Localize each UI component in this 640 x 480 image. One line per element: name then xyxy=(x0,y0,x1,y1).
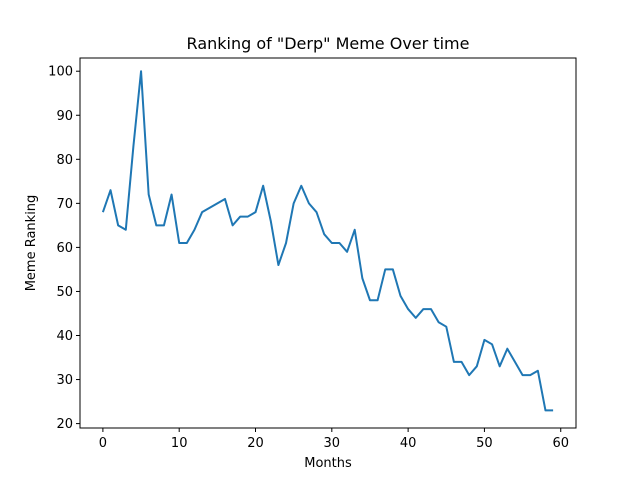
x-tick-label: 30 xyxy=(324,436,341,451)
y-tick-label: 30 xyxy=(56,373,73,388)
x-tick-label: 10 xyxy=(171,436,188,451)
y-tick-label: 50 xyxy=(56,285,73,300)
y-tick-label: 60 xyxy=(56,241,73,256)
plot-layer xyxy=(101,70,554,412)
x-axis-ticks: 0 10 20 30 40 50 60 xyxy=(99,428,569,451)
x-tick-label: 50 xyxy=(476,436,493,451)
x-tick-label: 60 xyxy=(552,436,569,451)
y-axis-label: Meme Ranking xyxy=(24,195,39,292)
series-line-0 xyxy=(101,70,554,412)
x-tick-label: 20 xyxy=(247,436,264,451)
y-tick-label: 90 xyxy=(56,109,73,124)
y-tick-label: 100 xyxy=(48,65,73,80)
y-tick-label: 80 xyxy=(56,153,73,168)
x-tick-label: 0 xyxy=(99,436,107,451)
x-axis-label: Months xyxy=(304,456,352,471)
plot-frame xyxy=(79,57,577,429)
y-tick-label: 70 xyxy=(56,197,73,212)
x-tick-label: 40 xyxy=(400,436,417,451)
y-axis-ticks: 20 30 40 50 60 70 80 90 100 xyxy=(48,65,80,432)
y-tick-label: 20 xyxy=(56,417,73,432)
y-tick-label: 40 xyxy=(56,329,73,344)
chart-title: Ranking of "Derp" Meme Over time xyxy=(187,34,470,53)
